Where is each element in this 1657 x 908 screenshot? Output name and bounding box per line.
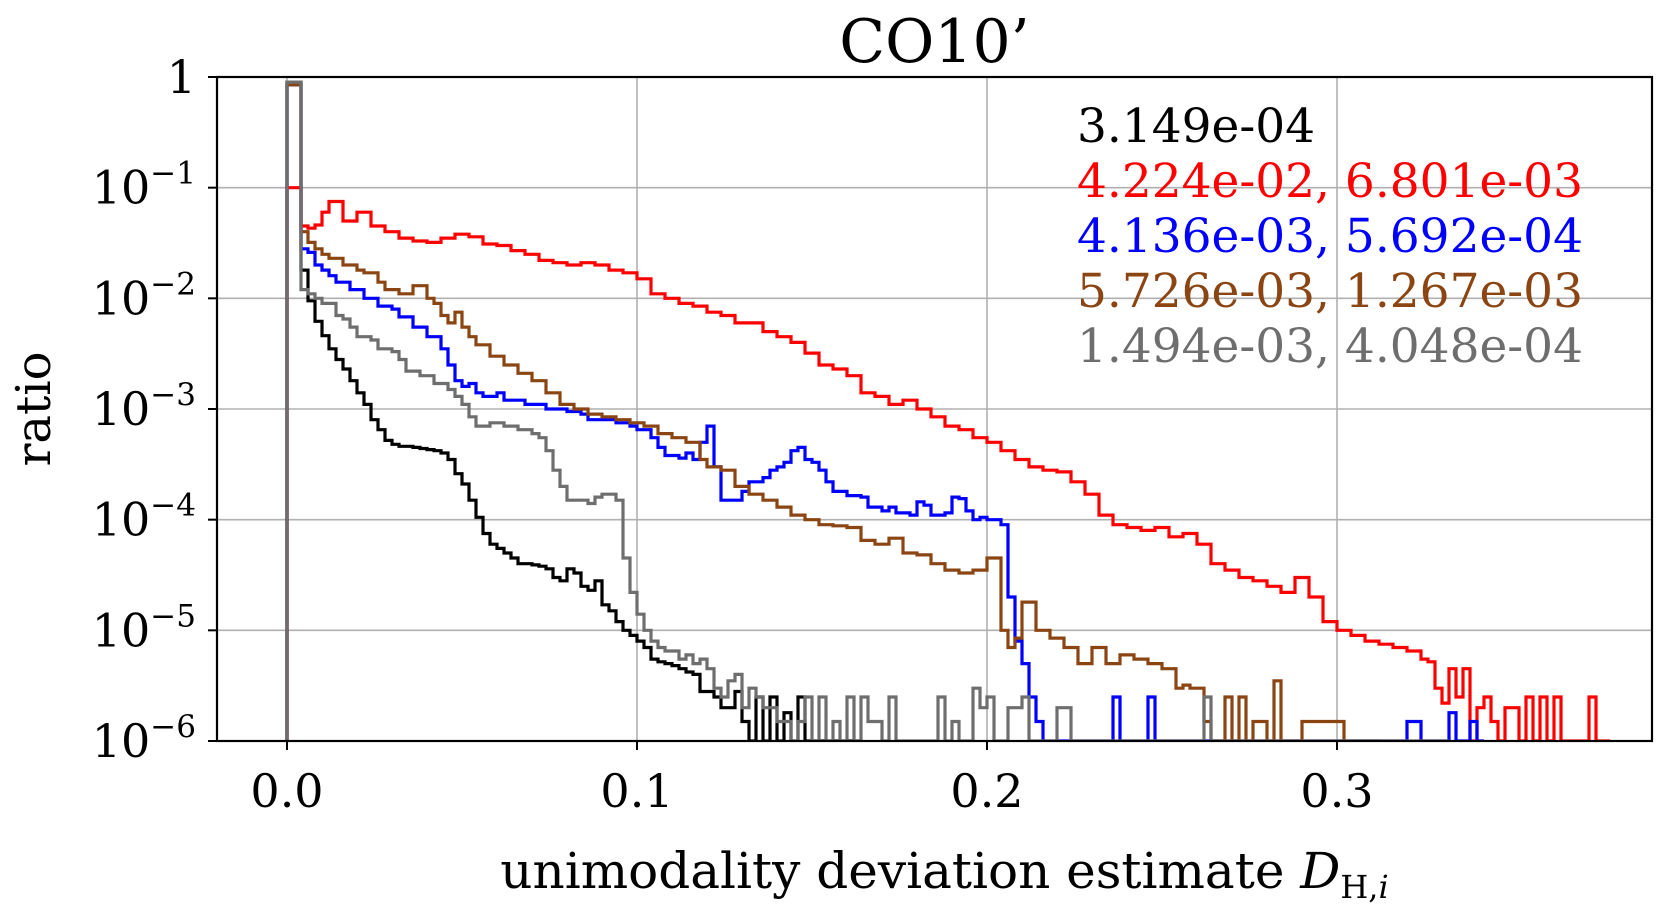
- y-tick-label: 1: [167, 50, 196, 104]
- legend-entry: 4.224e-02, 6.801e-03: [1077, 154, 1583, 209]
- x-axis-label: unimodality deviation estimate DH,i: [500, 842, 1388, 906]
- legend-entry: 4.136e-03, 5.692e-04: [1077, 209, 1583, 264]
- series-line: [285, 186, 1610, 741]
- x-tick-label: 0.1: [600, 764, 673, 818]
- y-tick-label: 10−6: [92, 709, 196, 768]
- x-tick-label: 0.2: [950, 764, 1023, 818]
- chart-title: CO10’: [839, 7, 1030, 77]
- series-line: [285, 80, 1449, 741]
- y-tick-label: 10−5: [92, 598, 196, 657]
- y-tick-label: 10−3: [92, 377, 196, 436]
- y-axis-label: ratio: [6, 351, 62, 466]
- plot-area: [285, 80, 1610, 741]
- legend-entry: 5.726e-03, 1.267e-03: [1077, 264, 1583, 319]
- y-tick-label: 10−1: [92, 156, 196, 215]
- x-tick-label: 0.0: [250, 764, 323, 818]
- y-tick-label: 10−4: [92, 488, 196, 547]
- x-tick-label: 0.3: [1300, 764, 1373, 818]
- legend-entry: 1.494e-03, 4.048e-04: [1077, 319, 1583, 374]
- y-tick-label: 10−2: [92, 266, 196, 325]
- legend: 3.149e-044.224e-02, 6.801e-034.136e-03, …: [1077, 99, 1583, 374]
- legend-entry: 3.149e-04: [1077, 99, 1315, 154]
- series-line: [285, 83, 1484, 741]
- series-line: [285, 83, 1379, 741]
- axes: [208, 75, 1654, 750]
- labels: 0.0 0.1 0.2 0.3 1 10−1 10−2 10−3 10−4 10−5 10−6 CO1…: [6, 7, 1389, 906]
- series-line: [285, 80, 861, 741]
